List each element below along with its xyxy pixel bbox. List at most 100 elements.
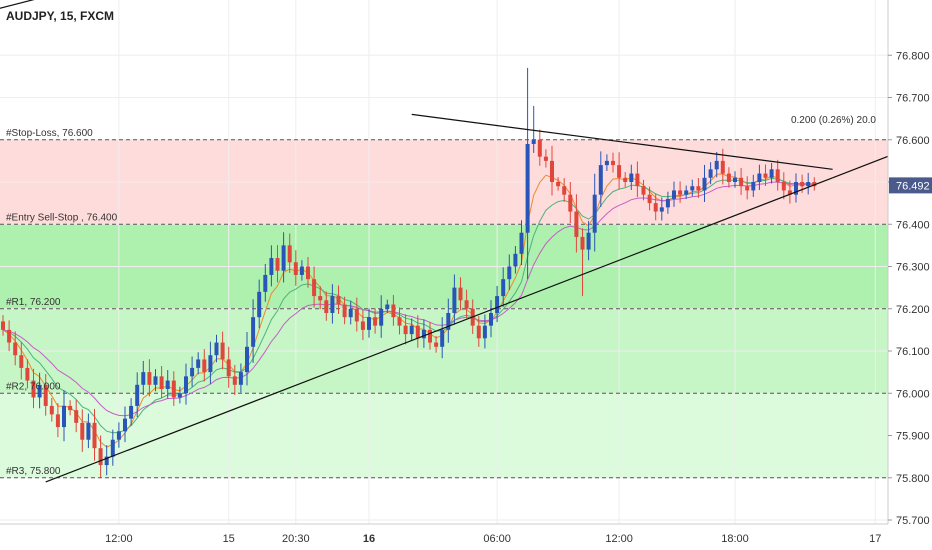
candle-body bbox=[171, 380, 176, 398]
candle-body bbox=[617, 165, 622, 178]
candle-body bbox=[312, 279, 317, 297]
candle-body bbox=[190, 367, 195, 377]
candle-body bbox=[306, 266, 310, 280]
time-tick-label: 06:00 bbox=[483, 533, 511, 545]
candle bbox=[147, 359, 152, 397]
candle-body bbox=[159, 376, 164, 390]
candle-body bbox=[586, 232, 591, 250]
candle-body bbox=[43, 384, 48, 406]
candle-body bbox=[489, 312, 493, 326]
candle-body bbox=[580, 236, 585, 250]
price-tick-label: 76.300 bbox=[896, 262, 930, 274]
candle bbox=[586, 220, 591, 261]
candle bbox=[659, 197, 664, 221]
candle bbox=[19, 342, 24, 380]
candle bbox=[342, 296, 347, 325]
candle-body bbox=[751, 182, 756, 191]
candle-body bbox=[202, 359, 207, 373]
candle-body bbox=[74, 410, 79, 423]
candle bbox=[348, 300, 353, 325]
candle-body bbox=[68, 405, 73, 411]
candle-body bbox=[623, 177, 628, 182]
candle bbox=[324, 291, 329, 321]
candle bbox=[379, 295, 384, 338]
candle-body bbox=[403, 325, 408, 335]
candle-body bbox=[245, 346, 249, 373]
candle bbox=[238, 363, 243, 393]
candle bbox=[403, 314, 408, 345]
candle-body bbox=[800, 182, 805, 187]
candle-body bbox=[220, 342, 225, 360]
candle bbox=[251, 299, 256, 363]
candle-body bbox=[287, 245, 292, 263]
candle-body bbox=[318, 296, 323, 301]
candle bbox=[653, 193, 658, 221]
candle-body bbox=[147, 372, 152, 385]
candle bbox=[665, 191, 670, 214]
candle bbox=[80, 409, 85, 452]
candle bbox=[513, 246, 518, 274]
candle bbox=[562, 178, 567, 202]
candle-body bbox=[415, 325, 420, 339]
candle bbox=[617, 152, 622, 190]
candle-body bbox=[775, 169, 780, 182]
candle-body bbox=[720, 160, 725, 174]
candle bbox=[318, 286, 323, 310]
candle bbox=[482, 314, 487, 349]
candle-body bbox=[330, 296, 335, 313]
trendline-lower-support bbox=[45, 177, 833, 483]
candle-body bbox=[129, 405, 134, 419]
candle-body bbox=[568, 194, 573, 212]
last-price-badge bbox=[889, 177, 932, 194]
candle-body bbox=[653, 203, 658, 212]
candle bbox=[476, 316, 481, 347]
candle-body bbox=[92, 422, 97, 449]
candle-body bbox=[794, 182, 798, 195]
candle-body bbox=[238, 372, 243, 385]
candle bbox=[641, 179, 646, 201]
level-label: #R3, 75.800 bbox=[6, 466, 61, 477]
candle bbox=[428, 322, 432, 350]
ma-mid-line bbox=[2, 177, 815, 434]
candle bbox=[678, 181, 683, 203]
level-label: #Entry Sell-Stop , 76.400 bbox=[6, 212, 118, 223]
candle-body bbox=[251, 317, 256, 347]
price-tick-label: 76.100 bbox=[896, 346, 930, 358]
candle-body bbox=[550, 160, 554, 182]
candle-body bbox=[434, 342, 439, 347]
candle bbox=[635, 161, 640, 198]
candle bbox=[550, 145, 554, 196]
candle bbox=[391, 295, 396, 326]
candle bbox=[360, 310, 365, 341]
candle bbox=[220, 331, 225, 370]
candle bbox=[708, 162, 713, 185]
candle bbox=[769, 162, 774, 184]
candle-body bbox=[214, 342, 219, 356]
candle bbox=[458, 277, 463, 310]
candle-body bbox=[745, 186, 750, 191]
candle bbox=[452, 274, 457, 325]
candle bbox=[794, 173, 798, 203]
candle bbox=[726, 167, 731, 188]
candle bbox=[257, 279, 262, 329]
candle-body bbox=[37, 384, 42, 398]
candle-body bbox=[165, 380, 170, 390]
level-label: #R2, 76.000 bbox=[6, 381, 61, 392]
candle-body bbox=[55, 414, 60, 428]
candle bbox=[1, 315, 5, 336]
candle bbox=[226, 346, 231, 388]
candle-body bbox=[1, 321, 5, 330]
candle-body bbox=[684, 190, 689, 195]
candle bbox=[763, 164, 768, 186]
candle bbox=[123, 406, 127, 443]
candle bbox=[751, 174, 756, 197]
candle bbox=[232, 364, 237, 396]
candle-body bbox=[769, 169, 774, 178]
candle-body bbox=[574, 211, 579, 237]
price-tick-label: 76.800 bbox=[896, 50, 930, 62]
candle-body bbox=[98, 448, 103, 466]
candle bbox=[287, 233, 292, 273]
candle-body bbox=[135, 384, 140, 406]
